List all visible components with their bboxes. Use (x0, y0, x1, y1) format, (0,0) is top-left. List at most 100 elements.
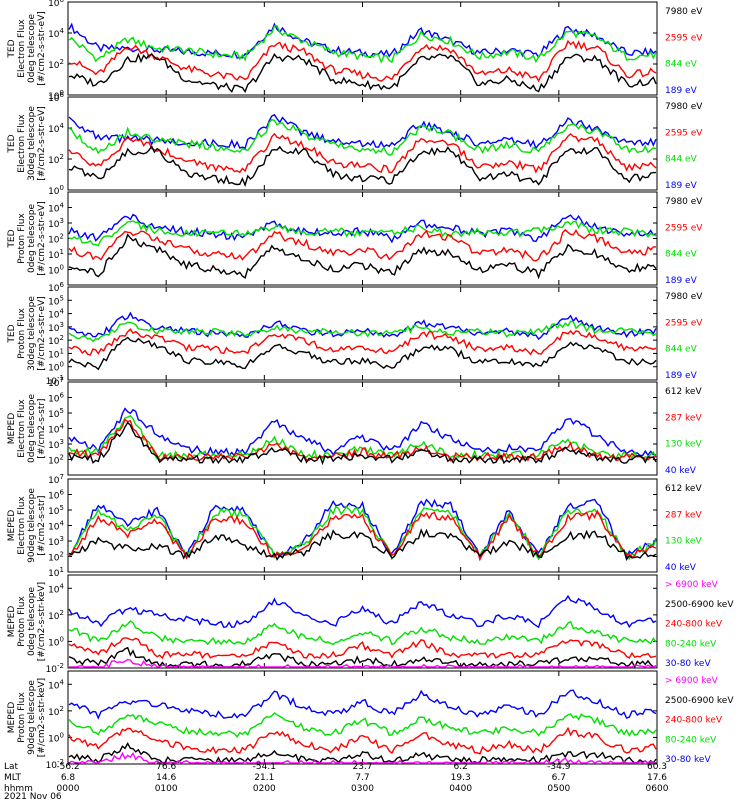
series-line-189-ev (68, 113, 657, 151)
series-line-2500-6900-kev (68, 742, 657, 765)
series-line-40-kev (68, 407, 657, 458)
series-line-844-ev (68, 25, 657, 64)
series-line-80-240-kev (68, 712, 657, 738)
series-line-7980-ev (68, 52, 657, 94)
panel-7: 104 102 100 10-2 MEPED Proton Flux 0deg telesc… (7, 574, 734, 675)
hhmm-tick-label: 0300 (351, 784, 374, 794)
y-tick-label: 106 (48, 392, 64, 405)
y-axis-label-line: Proton Flux (17, 213, 27, 264)
legend-entry: 844 eV (665, 155, 698, 165)
series-line-80-240-kev (68, 620, 657, 646)
lat-tick-label: 6.2 (454, 762, 468, 772)
y-tick-label: 104 (48, 27, 64, 40)
panel-5: 107 106 105 104 103 102 MEPED Electron Flux 0deg… (7, 376, 702, 476)
y-axis-label-line: MEPED (7, 606, 17, 638)
legend-entry: 2500-6900 keV (665, 600, 734, 610)
y-axis-label-line: 90deg telescope (27, 680, 37, 755)
y-tick-label: 101 (48, 347, 64, 360)
y-axis-label-line: 0deg telescope (27, 14, 37, 84)
series-line-612-kev (68, 421, 657, 466)
legend-entry: 80-240 keV (665, 735, 717, 745)
y-axis-label-line: Electron Flux (17, 19, 27, 78)
legend-entry: 2595 eV (665, 318, 703, 328)
legend-entry: 287 keV (665, 413, 702, 423)
x-row-label: Lat (4, 762, 19, 772)
y-tick-label: 103 (48, 535, 64, 548)
y-tick-label: 104 (48, 202, 64, 215)
legend-entry: 189 eV (665, 371, 698, 381)
lat-tick-label: 60.3 (647, 762, 667, 772)
series-line--6900-kev (68, 751, 656, 765)
legend-entry: 7980 eV (665, 292, 703, 302)
x-row-label: MLT (4, 773, 22, 783)
y-tick-label: 106 (48, 91, 64, 104)
legend-entry: > 6900 keV (665, 580, 719, 590)
y-tick-label: 105 (48, 294, 64, 307)
series-line-2595-ev (68, 228, 656, 262)
y-tick-label: 106 (48, 489, 64, 502)
legend-entry: 80-240 keV (665, 639, 717, 649)
legend-entry: 844 eV (665, 250, 698, 260)
y-tick-label: 104 (48, 122, 64, 135)
y-axis-label-line: Proton Flux (17, 596, 27, 647)
mlt-tick-label: 17.6 (647, 773, 667, 783)
series-line-130-kev (68, 414, 657, 460)
y-tick-label: 107 (48, 376, 64, 389)
y-axis-label-line: Electron Flux (17, 399, 27, 458)
y-axis-label-line: 0deg telescope (27, 394, 37, 464)
panel-frame (67, 478, 658, 573)
hhmm-tick-label: 0600 (646, 784, 669, 794)
series-line-2595-ev (68, 132, 657, 174)
series-line-7980-ev (68, 233, 657, 280)
y-tick-label: 102 (48, 454, 64, 467)
legend-entry: 189 eV (665, 181, 698, 191)
y-tick-label: 103 (48, 321, 64, 334)
y-tick-label: 106 (48, 281, 64, 294)
series-line--6900-kev (69, 658, 657, 669)
y-tick-label: 101 (48, 566, 64, 579)
legend-entry: 189 eV (665, 86, 698, 96)
y-tick-label: 105 (48, 407, 64, 420)
series-line-844-ev (68, 220, 657, 247)
lat-tick-label: -56.2 (56, 762, 79, 772)
lat-tick-label: -54.1 (253, 762, 276, 772)
y-tick-label: 103 (48, 438, 64, 451)
lat-tick-label: -34.9 (547, 762, 571, 772)
y-tick-label: 102 (48, 58, 64, 71)
lat-tick-label: 76.6 (156, 762, 176, 772)
y-tick-label: 104 (48, 423, 64, 436)
y-axis-label-line: 90deg telescope (27, 488, 37, 563)
panel-3: 104 103 102 101 100 TED Proton Flux 0deg telesc… (7, 191, 703, 286)
y-axis-label-line: 30deg telescope (27, 106, 37, 181)
series-line-40-kev (68, 498, 657, 562)
y-tick-label: 104 (48, 582, 64, 595)
legend-entry: 240-800 keV (665, 620, 723, 630)
legend-entry: 2595 eV (665, 128, 703, 138)
y-tick-label: 100 (48, 361, 64, 374)
panel-frame (67, 381, 658, 476)
panel-1: 106 104 102 100 TED Electron Flux 0deg telesco… (7, 0, 703, 102)
mlt-tick-label: 6.8 (61, 773, 76, 783)
legend-entry: 612 keV (665, 484, 702, 494)
series-line-287-kev (68, 509, 657, 562)
y-tick-label: 106 (48, 0, 64, 9)
legend-entry: 189 eV (665, 276, 698, 286)
legend-entry: 130 keV (665, 537, 702, 547)
y-axis-label-line: 0deg telescope (27, 587, 37, 657)
y-tick-label: 101 (48, 248, 64, 261)
mlt-tick-label: 21.1 (254, 773, 274, 783)
lat-tick-label: 23.7 (352, 762, 372, 772)
panel-8: 104 102 100 10-2 MEPED Proton Flux 90deg teles… (7, 670, 734, 771)
y-axis-label-line: [#/cm2-s-str-eV] (37, 201, 47, 276)
series-line-30-80-kev (68, 594, 657, 629)
legend-entry: 844 eV (665, 345, 698, 355)
y-axis-label-line: MEPED (7, 510, 17, 542)
hhmm-tick-label: 0400 (449, 784, 472, 794)
panel-frame (67, 574, 658, 669)
y-tick-label: 10-1 (46, 374, 64, 387)
y-axis-label-line: 30deg telescope (27, 296, 37, 371)
y-tick-label: 100 (48, 89, 64, 102)
y-axis-label-line: [#/cm2-s-str] (37, 398, 47, 458)
